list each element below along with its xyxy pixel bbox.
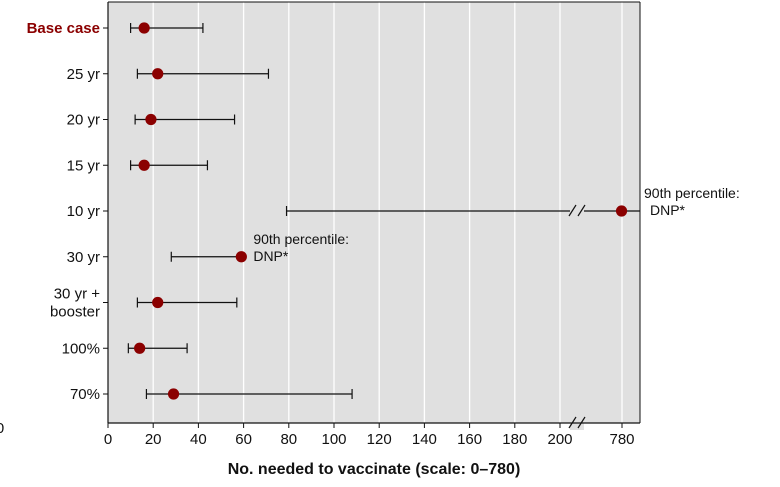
x-tick-label: 100 — [321, 431, 346, 448]
percentile-note: 90th percentile: DNP* — [644, 185, 740, 218]
point-estimate — [236, 251, 247, 262]
x-tick-label: 180 — [502, 431, 527, 448]
point-estimate — [152, 297, 163, 308]
point-estimate — [152, 68, 163, 79]
point-estimate — [616, 205, 627, 216]
category-label: 30 yr + booster — [50, 286, 100, 321]
x-tick-label: 60 — [235, 431, 252, 448]
category-label: 10 yr — [67, 203, 100, 220]
category-label: 100% — [62, 340, 100, 357]
x-tick-label: 160 — [457, 431, 482, 448]
stray-tick-label: 0 — [0, 420, 4, 437]
x-tick-label: 780 — [609, 431, 634, 448]
point-estimate — [134, 343, 145, 354]
category-label: 25 yr — [67, 66, 100, 83]
point-estimate — [139, 160, 150, 171]
point-estimate — [168, 388, 179, 399]
x-axis-label: No. needed to vaccinate (scale: 0–780) — [228, 461, 521, 478]
category-label: 20 yr — [67, 112, 100, 129]
x-tick-label: 120 — [367, 431, 392, 448]
x-tick-label: 140 — [412, 431, 437, 448]
category-label: 70% — [70, 386, 100, 403]
x-tick-labels: 0 20 40 60 80 100 120 140 160 180 200 780 0 — [0, 420, 635, 448]
x-tick-label: 20 — [145, 431, 162, 448]
category-label: Base case — [27, 20, 100, 37]
x-tick-label: 40 — [190, 431, 207, 448]
x-tick-label: 80 — [280, 431, 297, 448]
x-tick-label: 0 — [104, 431, 112, 448]
x-tick-label: 200 — [547, 431, 572, 448]
point-estimate — [139, 22, 150, 33]
point-estimate — [145, 114, 156, 125]
category-label: 30 yr — [67, 249, 100, 266]
axis-break-mark — [569, 204, 585, 218]
category-labels: Base case 25 yr 20 yr 15 yr 10 yr 30 yr 30 yr … — [27, 20, 101, 403]
category-label: 15 yr — [67, 157, 100, 174]
